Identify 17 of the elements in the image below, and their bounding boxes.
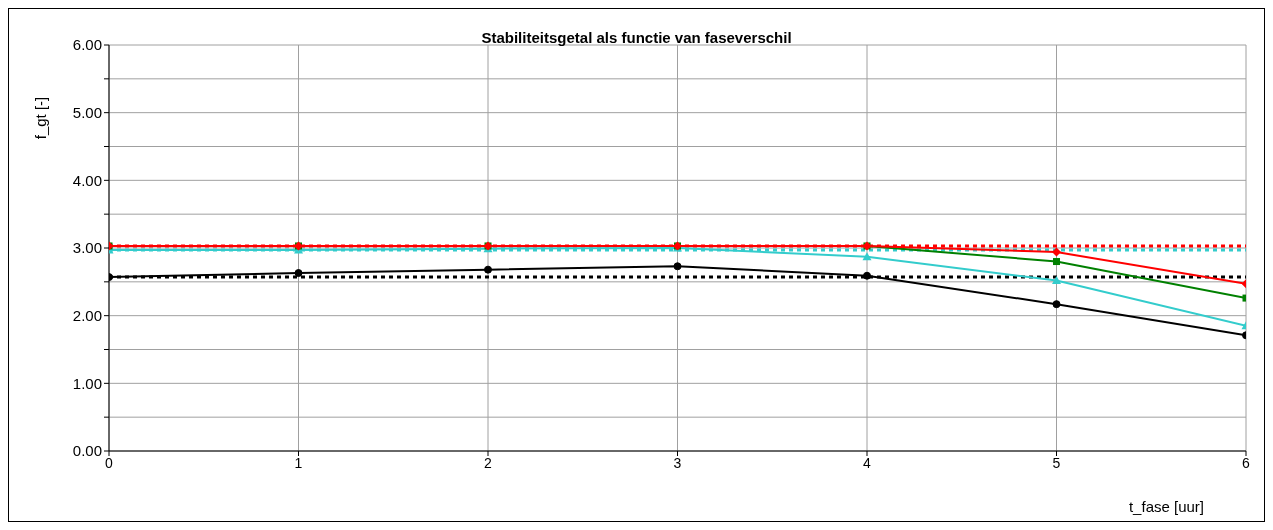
x-tick-label: 1 (294, 454, 303, 471)
y-tick-label: 5.00 (72, 103, 102, 121)
x-axis-title: t_fase [uur] (1128, 498, 1204, 515)
x-tick-label: 4 (863, 454, 872, 471)
x-tick-label: 2 (484, 454, 493, 471)
x-tick-label: 5 (1052, 454, 1061, 471)
y-axis-title: f_gt [-] (32, 96, 50, 140)
y-tick-label: 3.00 (72, 239, 102, 257)
y-tick-label: 1.00 (72, 374, 102, 392)
y-tick-label: 4.00 (72, 171, 102, 189)
y-tick-label: 6.00 (72, 36, 102, 54)
chart-title: Stabiliteitsgetal als functie van faseverschil (481, 29, 792, 46)
x-tick-label: 0 (105, 454, 114, 471)
y-tick-label: 0.00 (72, 442, 102, 460)
x-tick-label: 3 (673, 454, 682, 471)
x-tick-label: 6 (1242, 454, 1251, 471)
y-tick-label: 2.00 (72, 306, 102, 324)
